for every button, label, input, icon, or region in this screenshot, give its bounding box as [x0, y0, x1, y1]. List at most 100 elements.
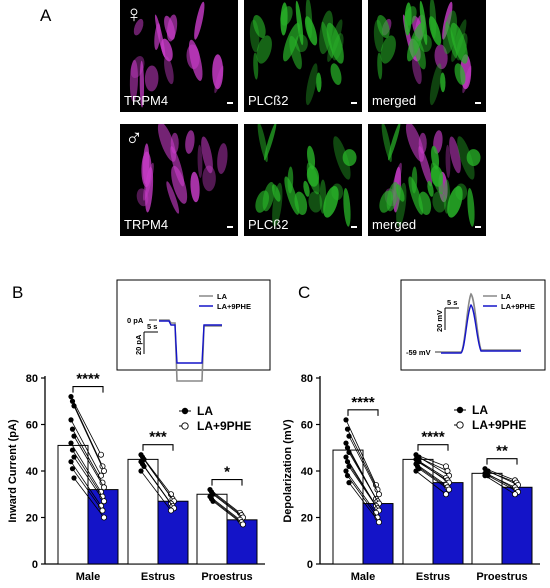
significance-stars: ****	[76, 371, 100, 388]
cell-stain	[166, 181, 180, 214]
significance-stars: **	[496, 443, 508, 460]
pair-line	[72, 468, 103, 511]
point-la	[68, 440, 74, 446]
cell-stain	[454, 63, 466, 85]
cell-stain	[327, 19, 343, 63]
micrograph-label: TRPM4	[124, 93, 169, 108]
point-9phe	[167, 507, 174, 514]
cell-stain	[262, 182, 275, 212]
pair-line	[70, 442, 102, 493]
y-tick-label: 40	[26, 466, 38, 478]
inset-time-scale: 5 s	[447, 298, 457, 307]
point-la	[343, 440, 349, 446]
point-la	[68, 394, 74, 400]
legend-marker-9phe	[181, 422, 189, 430]
category-label: Male	[351, 571, 375, 583]
micrograph-male-trpm4: TRPM4 ♂	[120, 124, 238, 236]
point-la	[68, 459, 74, 465]
micrograph-female-trpm4: TRPM4 ♀	[120, 0, 238, 112]
cell-stain	[129, 59, 139, 102]
cell-stain	[466, 149, 481, 167]
cell-stain	[201, 136, 213, 174]
y-tick-label: 80	[26, 373, 38, 385]
cell-stain	[305, 63, 318, 106]
scale-bar	[227, 102, 233, 104]
cell-stain	[185, 130, 195, 154]
y-axis-label: Inward Current (pA)	[7, 419, 19, 523]
cell-stain	[430, 165, 444, 187]
inset-trace-9phe	[441, 303, 521, 354]
point-la	[71, 475, 77, 481]
scale-bar	[475, 226, 481, 228]
cell-stain	[451, 19, 467, 63]
bar-la	[402, 458, 434, 565]
cell-stain	[308, 191, 323, 213]
pair-line	[418, 456, 450, 476]
pair-line	[345, 419, 377, 486]
point-la	[343, 468, 349, 474]
pair-line	[348, 435, 380, 495]
bar-9phe	[501, 486, 533, 565]
cell-stain	[141, 151, 152, 188]
cell-stain	[373, 19, 384, 53]
cell-stain	[154, 23, 161, 50]
pair-line	[487, 475, 519, 493]
cell-stain	[256, 35, 272, 64]
inset-scale-bar	[444, 307, 459, 330]
cell-stain	[445, 21, 458, 59]
cell-stain	[342, 149, 357, 167]
pair-line	[143, 466, 175, 509]
cell-stain	[280, 2, 288, 36]
cell-stain	[442, 1, 453, 40]
y-tick-label: 20	[301, 513, 313, 525]
panel-a-letter: A	[40, 6, 52, 25]
category-label: Proestrus	[201, 571, 252, 583]
pair-line	[73, 477, 105, 518]
pair-line	[211, 498, 242, 523]
inset-time-scale: 5 s	[147, 322, 157, 331]
pair-line	[72, 401, 103, 467]
cell-stain	[450, 22, 468, 64]
cell-stain	[396, 182, 407, 227]
cell-stain	[212, 54, 224, 90]
micrograph-male-plcb2: PLCß2	[244, 124, 362, 236]
cell-stain	[388, 124, 401, 161]
cell-stain	[447, 186, 463, 218]
cell-stain	[432, 191, 447, 213]
cell-stain	[252, 15, 266, 38]
cell-stain	[249, 19, 260, 53]
point-9phe	[376, 519, 383, 526]
significance-bracket	[211, 479, 243, 486]
cell-stain	[323, 186, 339, 218]
micrograph-label: PLCß2	[248, 217, 289, 232]
pair-line	[347, 428, 378, 490]
pair-line	[72, 449, 103, 497]
cell-stain	[194, 1, 205, 40]
cell-stain	[456, 33, 468, 61]
point-la	[344, 459, 351, 465]
cell-stain	[316, 72, 322, 93]
inset-legend-9phe: LA+9PHE	[217, 302, 251, 311]
micrograph-label: TRPM4	[124, 217, 169, 232]
micrograph-female-merged: merged	[368, 0, 486, 112]
cell-stain	[202, 165, 216, 192]
y-tick-label: 40	[301, 466, 313, 478]
cell-stain	[443, 10, 458, 55]
pair-line	[143, 459, 175, 502]
point-la	[344, 445, 351, 451]
cell-stain	[305, 0, 313, 39]
cell-stain	[295, 34, 308, 53]
pair-line	[418, 468, 450, 490]
inset-amp-scale: 20 pA	[134, 334, 143, 355]
cell-stain	[434, 44, 448, 70]
cell-stain	[419, 34, 432, 53]
micrograph-label: merged	[372, 217, 417, 232]
legend-label-9phe: LA+9PHE	[197, 419, 251, 433]
significance-bracket	[486, 458, 518, 465]
cell-stain	[190, 171, 200, 203]
point-la	[346, 433, 352, 439]
cell-stain	[418, 146, 433, 187]
cell-stain	[429, 0, 437, 39]
point-la	[346, 463, 352, 469]
